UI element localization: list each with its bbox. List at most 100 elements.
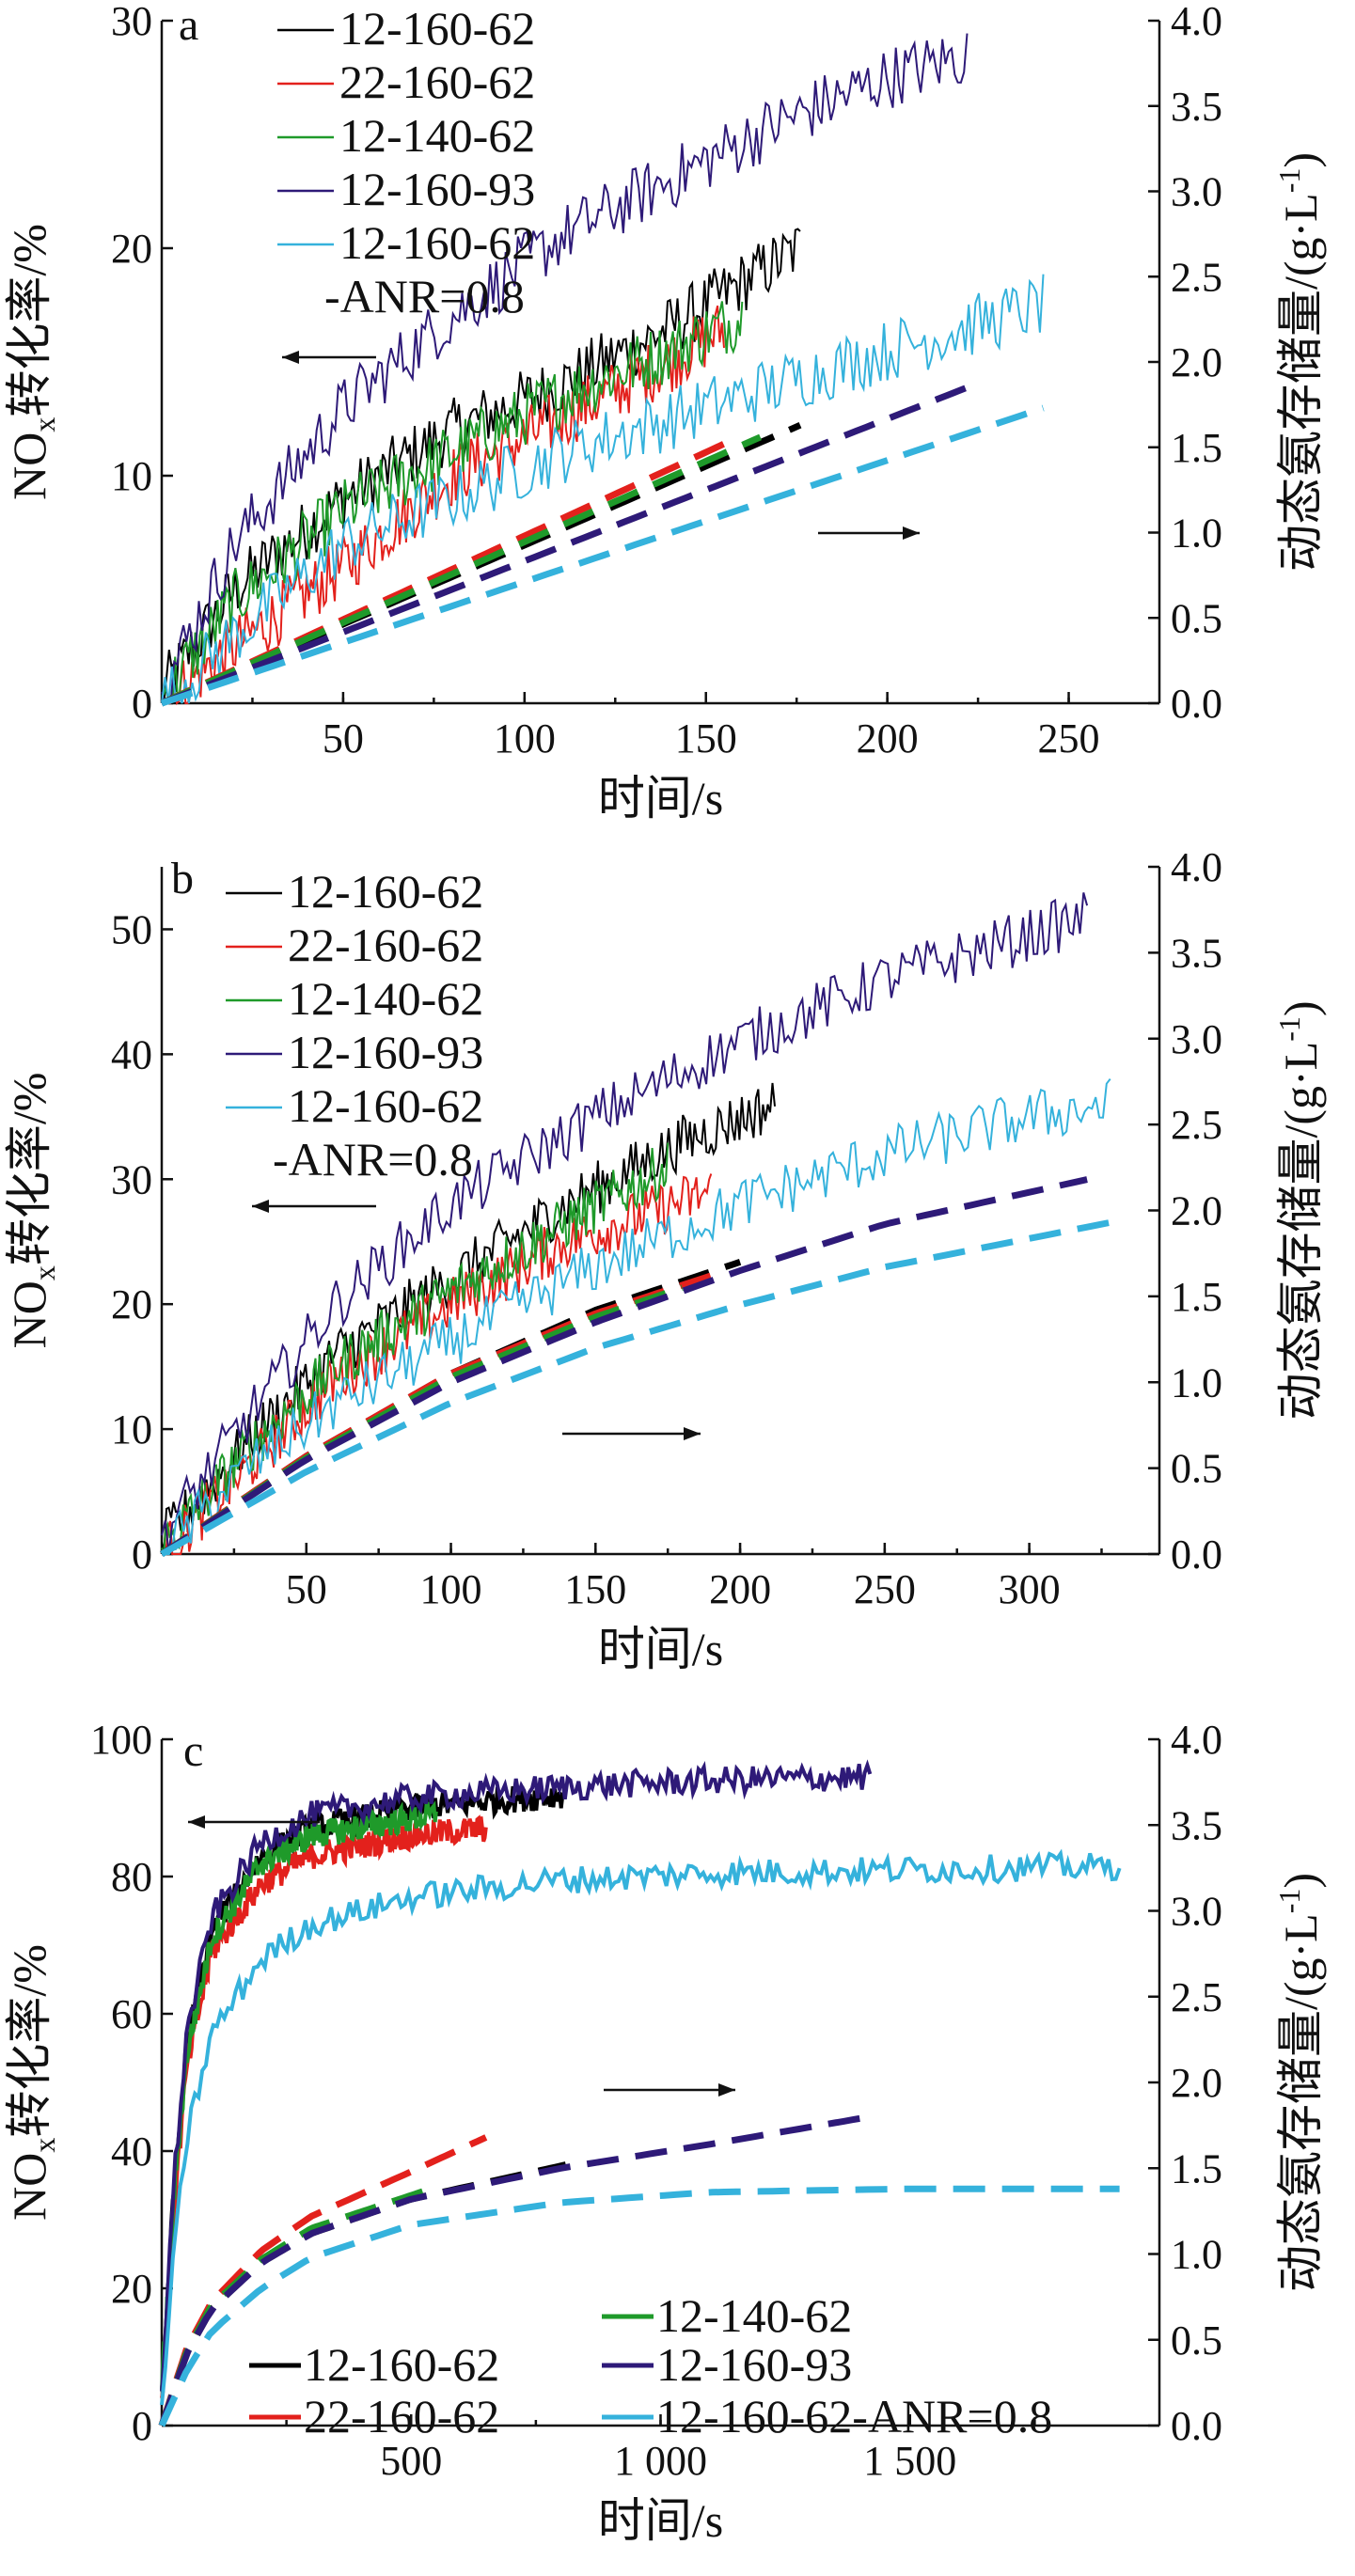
x-tick-label: 500 <box>380 2438 442 2484</box>
conversion-line-12-160-93 <box>161 892 1089 1554</box>
y-right-tick-label: 0.5 <box>1171 2317 1222 2364</box>
panel-a: 50 100 150 200 250 0 10 20 30 0.0 0.5 1.0 1.5 2.0 2.5 3… <box>3 0 1327 825</box>
storage-line-22-160-62 <box>158 2134 488 2427</box>
y-right-tick-label: 1.5 <box>1171 1274 1222 1320</box>
y-left-tick-label: 10 <box>111 453 152 499</box>
y-left-tick-label: 30 <box>111 1156 152 1202</box>
conversion-line-12-160-93 <box>160 1759 873 2392</box>
y-right-axis-title: 动态氨存储量/(g·L-1) <box>1272 1000 1327 1420</box>
panel-b: 50 100 150 200 250 300 0 10 20 30 40 50 0.0 0.5 1.0 1.5… <box>3 844 1327 1675</box>
legend-entry: -ANR=0.8 <box>273 1133 473 1186</box>
legend-entry: 12-160-62 <box>339 2 535 55</box>
storage-line-12-160-62-ANR=0.8 <box>160 404 1045 707</box>
y-left-tick-label: 30 <box>111 0 152 44</box>
y-right-tick-label: 4.0 <box>1171 0 1222 44</box>
arrow-head-icon <box>282 351 299 364</box>
legend-entry: 22-160-62 <box>339 55 535 108</box>
y-left-tick-label: 100 <box>90 1717 152 1763</box>
y-left-tick-label: 0 <box>132 2403 152 2449</box>
conversion-line-12-160-93 <box>161 33 969 704</box>
legend-entry: 12-140-62 <box>656 2289 852 2342</box>
x-tick-label: 250 <box>1038 715 1100 762</box>
y-left-tick-label: 20 <box>111 1281 152 1327</box>
conversion-line-12-160-62-ANR=0.8 <box>160 1848 1122 2406</box>
storage-line-12-160-62-ANR=0.8 <box>160 1218 1111 1558</box>
legend-entry: 12-140-62 <box>288 972 483 1025</box>
x-tick-label: 200 <box>709 1566 771 1612</box>
x-axis-title: 时间/s <box>598 772 723 825</box>
y-left-tick-label: 60 <box>111 1991 152 2037</box>
legend-entry: 12-160-62 <box>288 865 483 918</box>
storage-line-12-160-62-ANR=0.8 <box>158 2185 1120 2427</box>
y-left-axis-title: NOx转化率/% <box>3 224 61 500</box>
x-tick-label: 150 <box>675 715 737 762</box>
conversion-line-12-140-62 <box>160 1800 438 2392</box>
x-axis-title: 时间/s <box>598 2494 723 2547</box>
y-right-axis-title: 动态氨存储量/(g·L-1) <box>1272 152 1327 572</box>
y-right-tick-label: 4.0 <box>1171 1717 1222 1763</box>
conversion-line-12-160-62 <box>161 1082 776 1552</box>
y-right-tick-label: 0.5 <box>1171 595 1222 641</box>
y-right-tick-label: 0.5 <box>1171 1446 1222 1492</box>
x-tick-label: 250 <box>854 1566 916 1612</box>
conversion-line-12-160-62-ANR=0.8 <box>161 274 1045 704</box>
y-right-tick-label: 0.0 <box>1171 2403 1222 2449</box>
y-right-tick-label: 3.5 <box>1171 1802 1222 1848</box>
y-right-tick-label: 2.5 <box>1171 254 1222 300</box>
panel-letter: b <box>171 854 194 903</box>
x-tick-label: 200 <box>857 715 919 762</box>
y-right-tick-label: 3.5 <box>1171 930 1222 976</box>
storage-line-12-160-93 <box>158 2113 871 2427</box>
panel-letter: c <box>183 1726 203 1776</box>
y-right-tick-label: 3.0 <box>1171 169 1222 215</box>
y-right-axis-title: 动态氨存储量/(g·L-1) <box>1272 1873 1327 2292</box>
y-left-tick-label: 0 <box>132 681 152 727</box>
y-left-tick-label: 40 <box>111 2128 152 2175</box>
y-right-tick-label: 2.5 <box>1171 1974 1222 2020</box>
y-right-tick-label: 1.0 <box>1171 510 1222 557</box>
conversion-line-12-140-62 <box>161 1142 670 1555</box>
legend-entry: 12-160-93 <box>656 2338 852 2391</box>
storage-line-12-160-93 <box>160 384 969 707</box>
x-tick-label: 100 <box>494 715 556 762</box>
y-right-tick-label: 3.0 <box>1171 1889 1222 1935</box>
legend-entry: 12-160-62-ANR=0.8 <box>656 2390 1052 2442</box>
x-tick-label: 1 000 <box>614 2438 707 2484</box>
x-tick-label: 1 500 <box>863 2438 956 2484</box>
y-left-tick-label: 40 <box>111 1031 152 1077</box>
y-left-tick-label: 20 <box>111 226 152 272</box>
panel-c: 500 1 000 1 500 0 20 40 60 80 100 0.0 0.5 1.0 1.5 2.0… <box>3 1717 1327 2547</box>
legend-entry: 12-160-62 <box>288 1079 483 1132</box>
y-right-tick-label: 0.0 <box>1171 1531 1222 1578</box>
y-left-tick-label: 0 <box>132 1531 152 1578</box>
storage-line-12-140-62 <box>160 433 763 707</box>
conversion-line-12-160-62 <box>160 1785 568 2392</box>
y-left-axis-title: NOx转化率/% <box>3 1073 61 1349</box>
y-right-tick-label: 3.0 <box>1171 1016 1222 1062</box>
arrow-head-icon <box>903 526 920 540</box>
y-right-tick-label: 2.0 <box>1171 2060 1222 2106</box>
legend-entry: 22-160-62 <box>288 919 483 971</box>
arrow-head-icon <box>718 2083 735 2097</box>
storage-line-12-160-93 <box>160 1176 1088 1557</box>
legend-entry: 12-160-62 <box>339 216 535 269</box>
conversion-line-22-160-62 <box>160 1814 488 2399</box>
x-axis-title: 时间/s <box>598 1623 723 1675</box>
x-tick-label: 50 <box>323 715 364 762</box>
x-tick-label: 300 <box>999 1566 1061 1612</box>
x-tick-label: 50 <box>286 1566 327 1612</box>
conversion-line-22-160-62 <box>162 1173 713 1555</box>
y-right-tick-label: 2.5 <box>1171 1102 1222 1148</box>
y-right-tick-label: 1.5 <box>1171 425 1222 471</box>
panel-letter: a <box>179 0 198 50</box>
y-left-tick-label: 80 <box>111 1854 152 1900</box>
x-tick-label: 100 <box>420 1566 482 1612</box>
y-left-tick-label: 20 <box>111 2266 152 2312</box>
y-right-tick-label: 2.0 <box>1171 339 1222 385</box>
y-right-tick-label: 2.0 <box>1171 1188 1222 1234</box>
legend-entry: 12-160-93 <box>339 163 535 215</box>
conversion-line-12-140-62 <box>161 301 744 704</box>
legend-entry: 12-160-93 <box>288 1026 483 1078</box>
legend-entry: 22-160-62 <box>304 2390 499 2442</box>
y-right-tick-label: 3.5 <box>1171 84 1222 130</box>
